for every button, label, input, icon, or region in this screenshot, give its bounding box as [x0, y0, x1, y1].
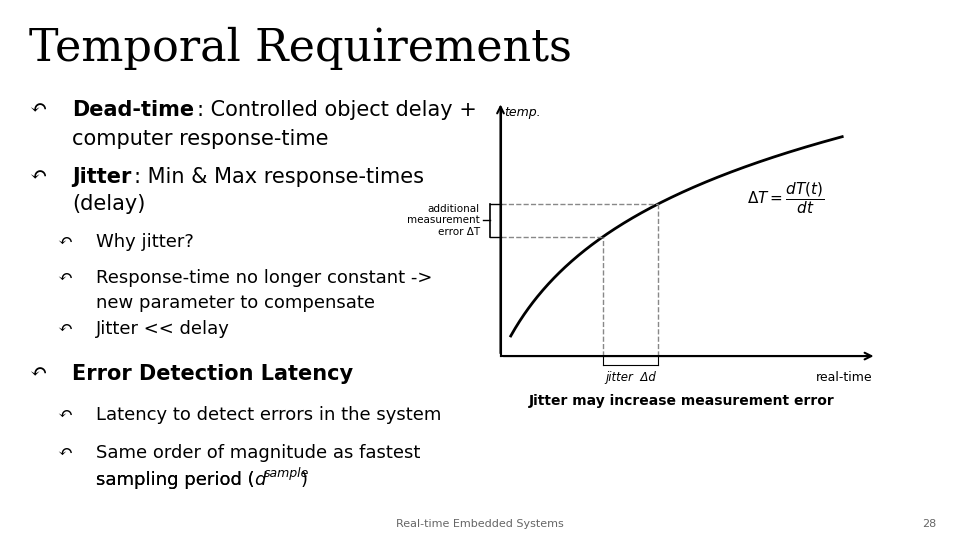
Text: new parameter to compensate: new parameter to compensate — [96, 294, 375, 312]
Text: d: d — [254, 471, 266, 489]
Text: ↶: ↶ — [58, 406, 73, 424]
Text: additional
measurement
error ΔT: additional measurement error ΔT — [407, 204, 480, 237]
Text: ↶: ↶ — [58, 233, 73, 251]
Text: Latency to detect errors in the system: Latency to detect errors in the system — [96, 406, 442, 424]
Text: Dead-time: Dead-time — [72, 100, 194, 120]
Text: ): ) — [300, 471, 308, 489]
Text: ↶: ↶ — [29, 100, 46, 119]
Text: Jitter: Jitter — [72, 167, 132, 187]
Text: Jitter << delay: Jitter << delay — [96, 320, 229, 338]
Text: ↶: ↶ — [58, 444, 73, 462]
Text: sample: sample — [264, 467, 309, 480]
Text: Why jitter?: Why jitter? — [96, 233, 194, 251]
Text: computer response-time: computer response-time — [72, 129, 328, 148]
Text: Response-time no longer constant ->: Response-time no longer constant -> — [96, 269, 432, 287]
Text: : Controlled object delay +: : Controlled object delay + — [197, 100, 477, 120]
Text: Real-time Embedded Systems: Real-time Embedded Systems — [396, 519, 564, 529]
Text: temp.: temp. — [504, 106, 540, 119]
Text: Temporal Requirements: Temporal Requirements — [29, 27, 571, 70]
Text: sampling period (: sampling period ( — [96, 471, 254, 489]
Text: ↶: ↶ — [58, 320, 73, 338]
Text: ↶: ↶ — [29, 364, 46, 383]
Text: Same order of magnitude as fastest: Same order of magnitude as fastest — [96, 444, 420, 462]
Text: sampling period (: sampling period ( — [96, 471, 254, 489]
Text: real-time: real-time — [816, 372, 873, 384]
Text: Jitter may increase measurement error: Jitter may increase measurement error — [529, 394, 834, 408]
Text: : Min & Max response-times: : Min & Max response-times — [134, 167, 424, 187]
Text: ↶: ↶ — [58, 269, 73, 287]
Text: jitter  Δd: jitter Δd — [605, 372, 656, 384]
Text: 28: 28 — [922, 519, 936, 529]
Text: (delay): (delay) — [72, 194, 145, 214]
Text: Error Detection Latency: Error Detection Latency — [72, 364, 353, 384]
Text: ↶: ↶ — [29, 167, 46, 186]
Text: $\mathit{\Delta T} = \dfrac{dT(t)}{dt}$: $\mathit{\Delta T} = \dfrac{dT(t)}{dt}$ — [747, 180, 824, 216]
